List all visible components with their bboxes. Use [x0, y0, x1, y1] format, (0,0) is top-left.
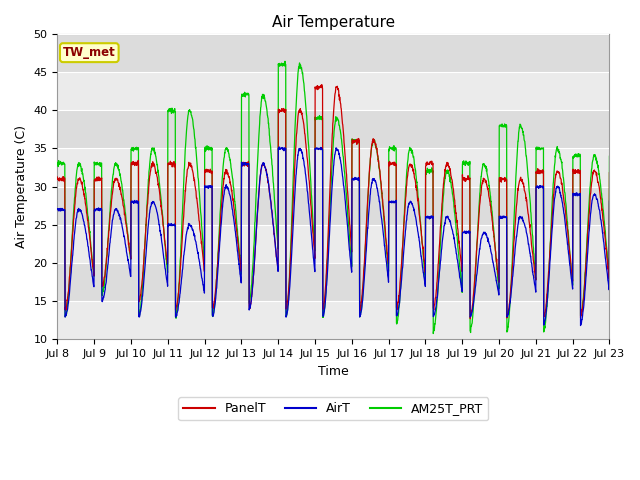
AM25T_PRT: [605, 154, 613, 159]
Line: AM25T_PRT: AM25T_PRT: [58, 61, 609, 334]
Bar: [58, 148, 609, 187]
Legend: PanelT, AirT, AM25T_PRT: PanelT, AirT, AM25T_PRT: [179, 397, 488, 420]
AM25T_PRT: [281, 59, 289, 64]
PanelT: [318, 82, 326, 87]
AirT: [276, 144, 284, 150]
PanelT: [573, 168, 580, 174]
AM25T_PRT: [573, 153, 580, 159]
Bar: [58, 301, 609, 339]
AirT: [605, 198, 613, 204]
Bar: [58, 263, 609, 301]
PanelT: [349, 139, 357, 144]
AirT: [207, 184, 215, 190]
Y-axis label: Air Temperature (C): Air Temperature (C): [15, 125, 28, 248]
AM25T_PRT: [207, 145, 215, 151]
Line: AirT: AirT: [58, 147, 609, 325]
AM25T_PRT: [349, 137, 357, 143]
AM25T_PRT: [54, 161, 61, 167]
Text: TW_met: TW_met: [63, 46, 116, 59]
AirT: [577, 323, 584, 328]
Line: PanelT: PanelT: [58, 84, 609, 319]
Bar: [58, 72, 609, 110]
PanelT: [467, 316, 474, 322]
AirT: [557, 192, 564, 198]
PanelT: [605, 170, 613, 176]
AM25T_PRT: [429, 331, 437, 336]
Bar: [58, 225, 609, 263]
AM25T_PRT: [362, 243, 369, 249]
Bar: [58, 110, 609, 148]
AM25T_PRT: [494, 278, 502, 284]
AM25T_PRT: [557, 158, 565, 164]
AirT: [572, 192, 580, 197]
AirT: [362, 258, 369, 264]
Title: Air Temperature: Air Temperature: [272, 15, 395, 30]
PanelT: [54, 174, 61, 180]
Bar: [58, 187, 609, 225]
AirT: [494, 287, 502, 293]
PanelT: [362, 239, 369, 244]
AirT: [349, 176, 357, 181]
AirT: [54, 206, 61, 212]
Bar: [58, 34, 609, 72]
X-axis label: Time: Time: [318, 365, 349, 378]
PanelT: [494, 272, 502, 277]
PanelT: [557, 176, 565, 182]
PanelT: [207, 170, 215, 176]
